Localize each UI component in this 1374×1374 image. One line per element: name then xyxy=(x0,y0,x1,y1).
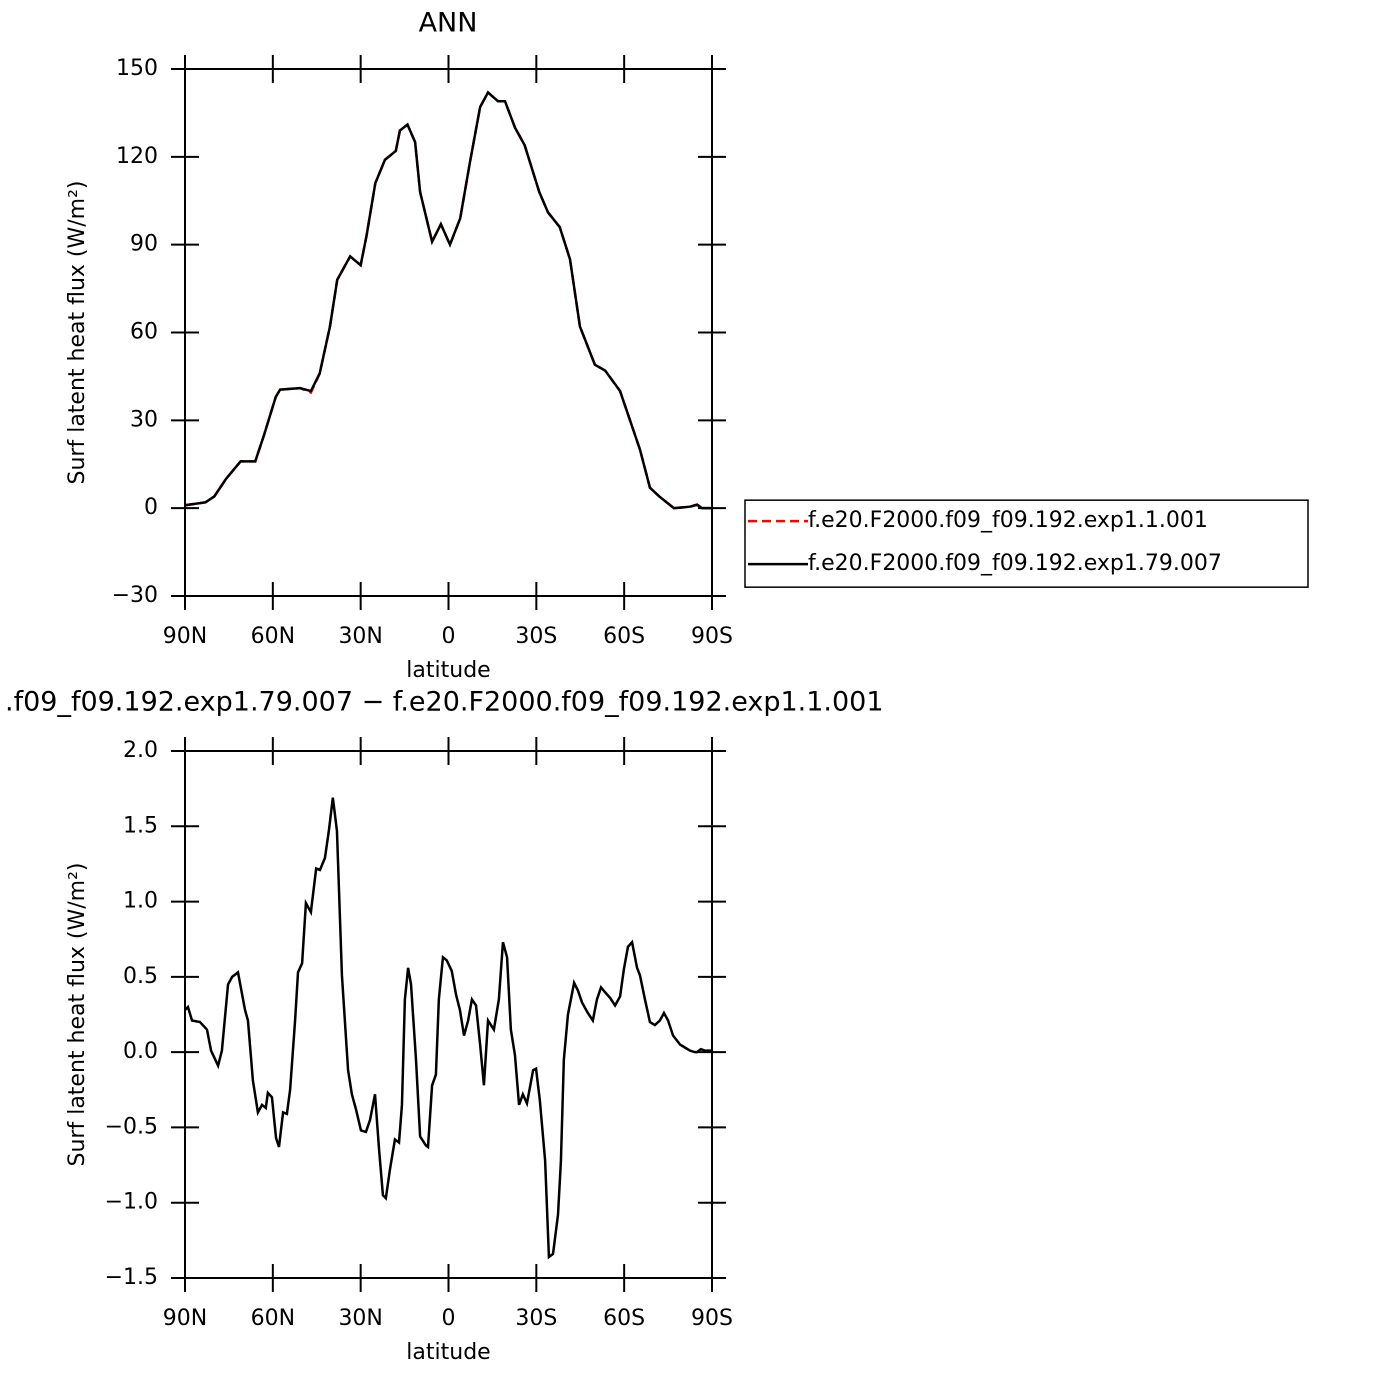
x-tick-label: 90S xyxy=(691,1306,733,1331)
y-tick-label: 0.0 xyxy=(123,1039,158,1064)
x-tick-label: 0 xyxy=(442,624,456,649)
y-tick-label: 90 xyxy=(130,232,158,257)
y-tick-label: −30 xyxy=(112,583,158,608)
legend: f.e20.F2000.f09_f09.192.exp1.1.001 f.e20.… xyxy=(744,499,1309,588)
legend-label: f.e20.F2000.f09_f09.192.exp1.79.007 xyxy=(808,551,1222,576)
x-tick-label: 90S xyxy=(691,624,733,649)
y-axis-label: Surf latent heat flux (W/m²) xyxy=(65,863,90,1167)
y-tick-label: 1.0 xyxy=(123,889,158,914)
chart-title: ANN xyxy=(419,8,478,39)
y-tick-label: 150 xyxy=(116,56,158,81)
x-tick-label: 90N xyxy=(163,624,207,649)
x-tick-label: 60S xyxy=(603,624,645,649)
x-tick-label: 90N xyxy=(163,1306,207,1331)
y-tick-label: −1.0 xyxy=(105,1190,158,1215)
x-axis-label: latitude xyxy=(406,658,490,683)
chart-title: .f09_f09.192.exp1.79.007 − f.e20.F2000.f… xyxy=(5,687,884,718)
y-tick-label: 60 xyxy=(130,320,158,345)
x-tick-label: 30S xyxy=(515,624,557,649)
panel: ANN −30 0 30 60 90 120 150 90N 60N 30N 0 30S 60S 90S la… xyxy=(65,8,1309,683)
x-tick-label: 30N xyxy=(338,624,382,649)
y-tick-label: 1.5 xyxy=(123,813,158,838)
x-tick-label: 30S xyxy=(515,1306,557,1331)
plot-frame xyxy=(184,750,713,1279)
legend-box xyxy=(744,499,1309,588)
data-line xyxy=(184,90,712,510)
y-tick-label: −1.5 xyxy=(105,1265,158,1290)
plot-frame xyxy=(184,68,713,597)
x-tick-label: 60N xyxy=(251,1306,295,1331)
panel: .f09_f09.192.exp1.79.007 − f.e20.F2000.f… xyxy=(5,687,884,1366)
x-tick-label: 30N xyxy=(338,1306,382,1331)
x-axis-label: latitude xyxy=(406,1340,490,1365)
data-line xyxy=(184,90,712,510)
y-axis-label: Surf latent heat flux (W/m²) xyxy=(65,181,90,485)
y-tick-label: −0.5 xyxy=(105,1114,158,1139)
x-tick-label: 0 xyxy=(442,1306,456,1331)
x-tick-label: 60S xyxy=(603,1306,645,1331)
y-tick-label: 0 xyxy=(144,495,158,520)
legend-label: f.e20.F2000.f09_f09.192.exp1.1.001 xyxy=(808,508,1208,533)
y-tick-label: 0.5 xyxy=(123,964,158,989)
y-tick-label: 30 xyxy=(130,407,158,432)
y-tick-label: 120 xyxy=(116,144,158,169)
x-tick-label: 60N xyxy=(251,624,295,649)
y-tick-label: 2.0 xyxy=(123,738,158,763)
data-line xyxy=(184,797,712,1260)
